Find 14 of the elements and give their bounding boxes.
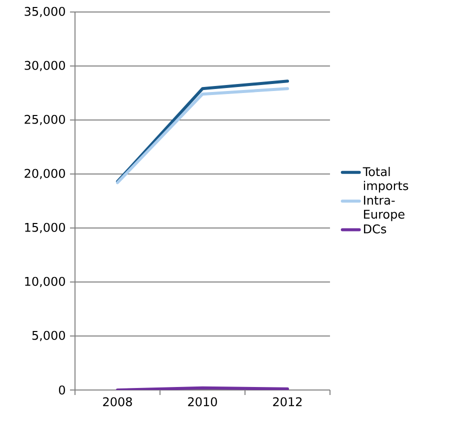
y-tick-label: 25,000 [24, 114, 65, 126]
x-tick-label: 2012 [273, 397, 302, 406]
y-tick-label: 5,000 [32, 330, 66, 342]
legend-label: Intra-Europe [364, 196, 404, 222]
legend-label: DCs [364, 224, 386, 234]
y-tick-label: 0 [58, 385, 66, 395]
legend-label: Total imports [362, 166, 408, 193]
y-tick-label: 30,000 [24, 60, 65, 72]
y-tick-label: 15,000 [25, 222, 65, 234]
y-tick-label: 20,000 [24, 168, 65, 180]
y-tick-label: 35,000 [24, 6, 65, 18]
y-tick-label: 10,000 [25, 276, 65, 288]
x-tick-label: 2010 [188, 397, 217, 406]
x-tick-label: 2008 [103, 397, 132, 406]
